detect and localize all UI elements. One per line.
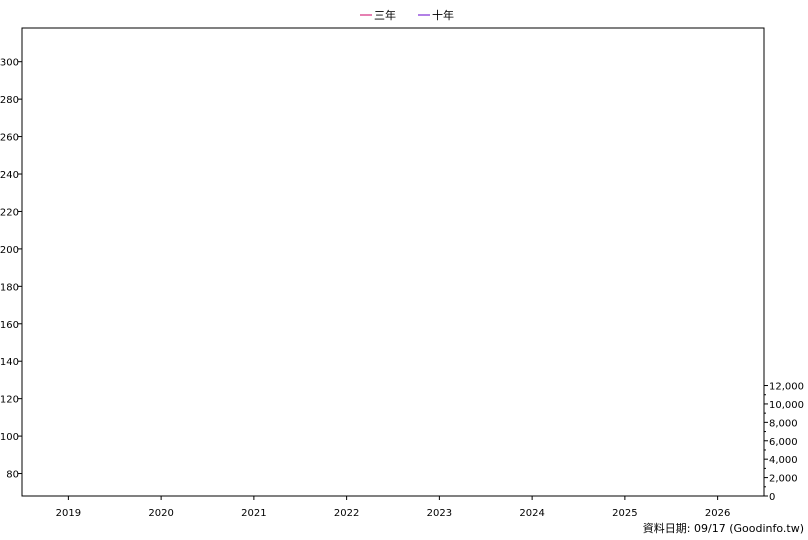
x-tick-label: 2019 xyxy=(56,508,81,519)
price-tick-label: 200 xyxy=(0,245,19,256)
x-tick-label: 2026 xyxy=(705,508,730,519)
x-tick-label: 2023 xyxy=(427,508,452,519)
volume-tick-label: 12,000 xyxy=(769,382,804,393)
price-tick-label: 260 xyxy=(0,133,19,144)
price-tick-label: 140 xyxy=(0,357,19,368)
price-tick-label: 160 xyxy=(0,320,19,331)
legend-label: 三年 xyxy=(374,8,396,22)
x-tick-label: 2021 xyxy=(241,508,266,519)
axes: 80 100 120 140 160 180 200 220 240 260 280 300 0 2,00… xyxy=(0,27,804,519)
x-tick-label: 2024 xyxy=(519,508,544,519)
price-tick-label: 180 xyxy=(0,282,19,293)
volume-tick-label: 2,000 xyxy=(769,474,798,485)
price-tick-label: 220 xyxy=(0,207,19,218)
x-tick-label: 2022 xyxy=(334,508,359,519)
legend: 三年 十年 xyxy=(360,8,454,22)
footer-source: 資料日期: 09/17 (Goodinfo.tw) xyxy=(643,521,804,535)
volume-tick-label: 6,000 xyxy=(769,437,798,448)
price-tick-label: 280 xyxy=(0,95,19,106)
plot-frame xyxy=(21,27,765,497)
price-tick-label: 80 xyxy=(6,470,19,481)
volume-tick-label: 4,000 xyxy=(769,455,798,466)
x-tick-label: 2020 xyxy=(148,508,173,519)
volume-tick-label: 8,000 xyxy=(769,418,798,429)
volume-tick-label: 10,000 xyxy=(769,400,804,411)
price-tick-label: 120 xyxy=(0,395,19,406)
volume-tick-label: 0 xyxy=(769,492,775,503)
legend-label: 十年 xyxy=(432,8,454,22)
price-tick-label: 240 xyxy=(0,170,19,181)
x-tick-label: 2025 xyxy=(612,508,637,519)
price-tick-label: 300 xyxy=(0,58,19,69)
price-tick-label: 100 xyxy=(0,432,19,443)
